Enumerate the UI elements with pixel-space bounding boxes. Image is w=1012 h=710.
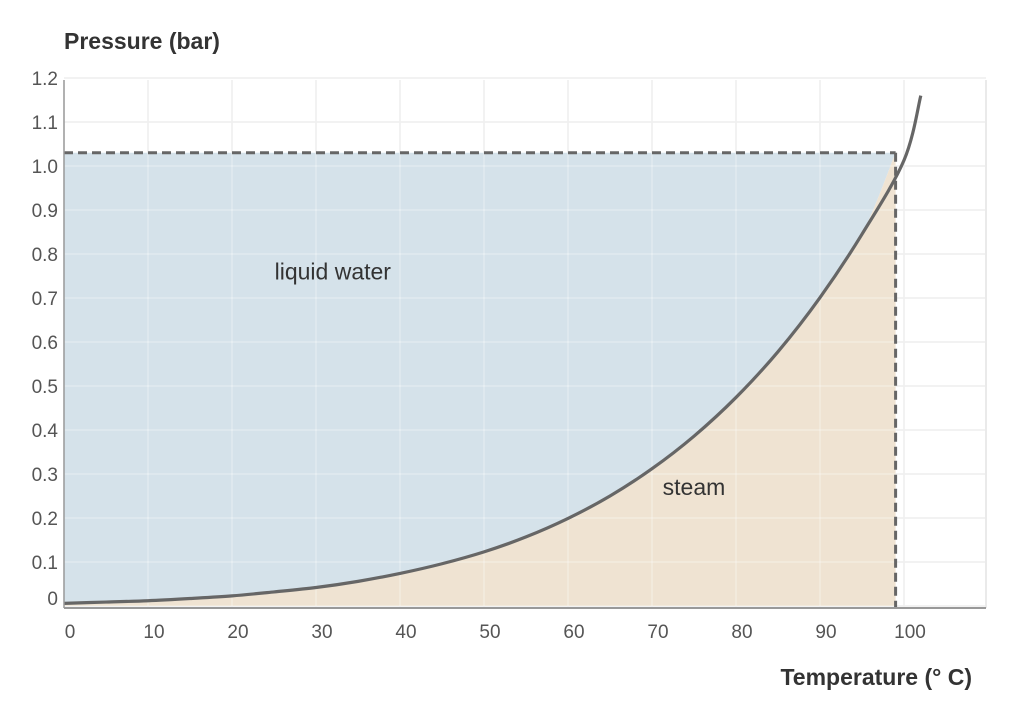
axes <box>63 80 986 609</box>
y-tick-label: 0.7 <box>32 289 58 310</box>
liquid-water-region <box>64 152 896 604</box>
x-tick-label: 10 <box>143 622 164 643</box>
x-tick-label: 70 <box>647 622 668 643</box>
y-tick-label: 0.2 <box>32 509 58 530</box>
y-tick-label: 1.0 <box>32 157 58 178</box>
x-axis-title: Temperature (° C) <box>780 664 972 690</box>
y-tick-label: 0.1 <box>32 553 58 574</box>
x-tick-label: 50 <box>479 622 500 643</box>
steam-label: steam <box>663 474 726 500</box>
x-tick-label: 90 <box>815 622 836 643</box>
liquid-water-label: liquid water <box>275 259 392 285</box>
y-tick-label: 0.9 <box>32 201 58 222</box>
vapor-pressure-curve <box>63 95 923 605</box>
y-tick-label: 0.4 <box>32 421 59 442</box>
y-tick-label: 0.6 <box>32 333 58 354</box>
y-tick-label: 0.5 <box>32 377 58 398</box>
grid-lines <box>63 77 986 608</box>
x-tick-label: 20 <box>227 622 248 643</box>
x-tick-label: 80 <box>731 622 752 643</box>
x-tick-label: 0 <box>65 622 76 643</box>
x-axis-ticks: 0 10 20 30 40 50 60 70 80 90 100 <box>65 622 926 643</box>
x-tick-label: 100 <box>894 622 926 643</box>
steam-region <box>64 152 896 607</box>
x-tick-label: 30 <box>311 622 332 643</box>
y-axis-ticks: 0 0.1 0.2 0.3 0.4 0.5 0.6 0.7 0.8 0.9 1.0 1.1 1.2 <box>32 69 59 610</box>
y-axis-title: Pressure (bar) <box>64 28 220 54</box>
x-tick-label: 60 <box>563 622 584 643</box>
x-tick-label: 40 <box>395 622 416 643</box>
y-tick-label: 1.2 <box>32 69 58 90</box>
y-tick-label: 0.8 <box>32 245 58 266</box>
y-tick-label: 1.1 <box>32 113 58 134</box>
y-tick-label: 0 <box>47 589 58 610</box>
y-tick-label: 0.3 <box>32 465 58 486</box>
